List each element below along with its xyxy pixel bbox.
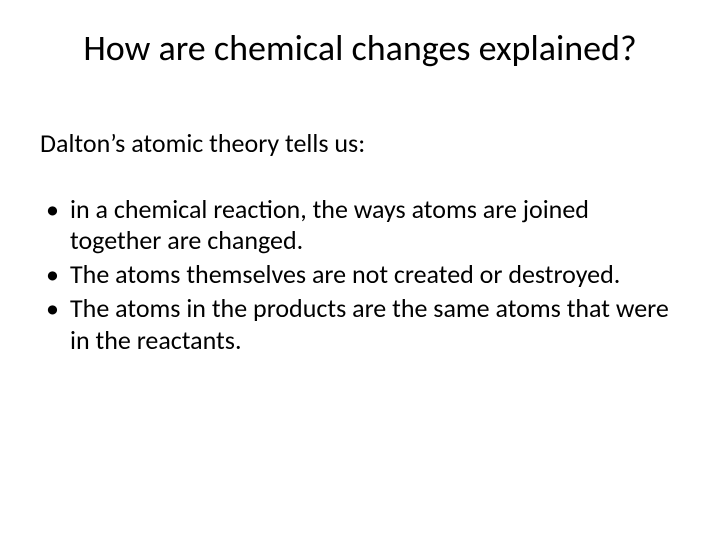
slide-body: Dalton’s atomic theory tells us: in a ch… [40, 128, 680, 358]
list-item: The atoms in the products are the same a… [40, 293, 680, 356]
list-item: The atoms themselves are not created or … [40, 259, 680, 291]
body-intro: Dalton’s atomic theory tells us: [40, 128, 680, 160]
slide-title: How are chemical changes explained? [0, 26, 720, 70]
list-item: in a chemical reaction, the ways atoms a… [40, 194, 680, 257]
slide: How are chemical changes explained? Dalt… [0, 0, 720, 540]
bullet-list: in a chemical reaction, the ways atoms a… [40, 194, 680, 357]
